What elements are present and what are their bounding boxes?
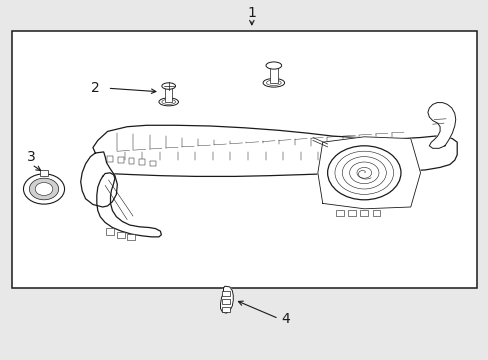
Polygon shape [317, 137, 420, 209]
Ellipse shape [263, 78, 284, 87]
Circle shape [327, 146, 400, 200]
Bar [222, 299, 229, 304]
Bar [269, 66, 277, 83]
Bar [117, 232, 125, 238]
Ellipse shape [162, 83, 175, 89]
Polygon shape [93, 125, 456, 176]
Polygon shape [427, 103, 455, 148]
Bar [150, 161, 156, 166]
Bar [347, 210, 355, 216]
Bar [372, 210, 380, 216]
Text: 2: 2 [91, 81, 100, 95]
Bar [335, 210, 343, 216]
Bar [165, 87, 172, 102]
Text: 3: 3 [27, 150, 36, 163]
Ellipse shape [159, 98, 178, 106]
Ellipse shape [265, 62, 281, 69]
Bar [222, 307, 229, 312]
Circle shape [29, 178, 59, 200]
Bar [40, 170, 48, 176]
Text: 1: 1 [247, 6, 256, 19]
Bar [118, 157, 123, 163]
Polygon shape [97, 173, 161, 237]
Bar [128, 158, 134, 164]
Polygon shape [220, 286, 233, 313]
Bar [360, 210, 367, 216]
Text: 4: 4 [281, 312, 289, 325]
Bar [222, 291, 229, 296]
Polygon shape [81, 152, 117, 207]
Circle shape [23, 174, 64, 204]
Bar [106, 228, 114, 235]
Bar [12, 31, 476, 288]
Bar [127, 234, 135, 240]
Bar [107, 156, 113, 162]
Bar [139, 159, 145, 165]
Circle shape [35, 183, 53, 195]
